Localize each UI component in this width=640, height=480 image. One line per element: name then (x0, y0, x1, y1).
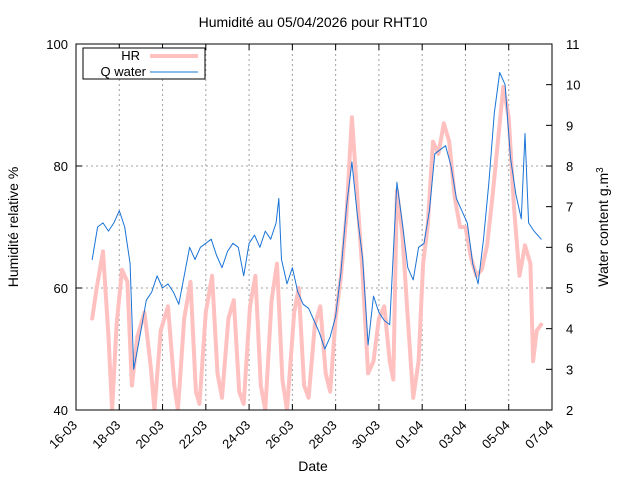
y2-tick-label: 5 (566, 281, 573, 296)
x-tick-label: 16-03 (46, 418, 80, 452)
x-tick-label: 07-04 (522, 418, 556, 452)
y2-tick-label: 8 (566, 159, 573, 174)
y-axis-label: Humidité relative % (5, 167, 21, 288)
y-tick-label: 40 (54, 403, 68, 418)
legend-box (82, 47, 206, 80)
x-tick-label: 26-03 (262, 418, 296, 452)
x-tick-label: 28-03 (306, 418, 340, 452)
plot-frame (75, 43, 553, 411)
y2-tick-label: 7 (566, 200, 573, 215)
legend-label-hr: HR (121, 48, 140, 63)
x-tick-label: 03-04 (435, 418, 469, 452)
y2-tick-label: 2 (566, 403, 573, 418)
series-line-q-water (91, 72, 542, 370)
y2-tick-label: 4 (566, 322, 573, 337)
x-tick-label: 18-03 (89, 418, 123, 452)
x-tick-label: 24-03 (219, 418, 253, 452)
x-tick-label: 22-03 (176, 418, 210, 452)
y2-axis-label-text: Water content g.m (595, 173, 611, 287)
y2-tick-label: 10 (566, 78, 580, 93)
x-tick-label: 05-04 (479, 418, 513, 452)
y2-tick-label: 9 (566, 118, 573, 133)
x-axis-label: Date (298, 458, 328, 474)
chart-title: Humidité au 05/04/2026 pour RHT10 (199, 14, 428, 30)
x-tick-label: 30-03 (349, 418, 383, 452)
y-tick-label: 100 (46, 37, 68, 52)
y2-tick-label: 11 (566, 37, 580, 52)
legend: HR Q water (82, 47, 206, 80)
x-tick-label: 01-04 (392, 418, 426, 452)
legend-label-q-water: Q water (100, 64, 146, 79)
series-layer (90, 72, 544, 410)
x-tick-label: 20-03 (133, 418, 167, 452)
y-tick-label: 60 (54, 281, 68, 296)
y2-tick-label: 3 (566, 362, 573, 377)
y-tick-label: 80 (54, 159, 68, 174)
y2-axis-label-sup: 3 (595, 167, 606, 173)
y2-tick-label: 6 (566, 240, 573, 255)
y2-axis-label: Water content g.m3 (595, 167, 611, 287)
series-line-hr (90, 84, 544, 410)
